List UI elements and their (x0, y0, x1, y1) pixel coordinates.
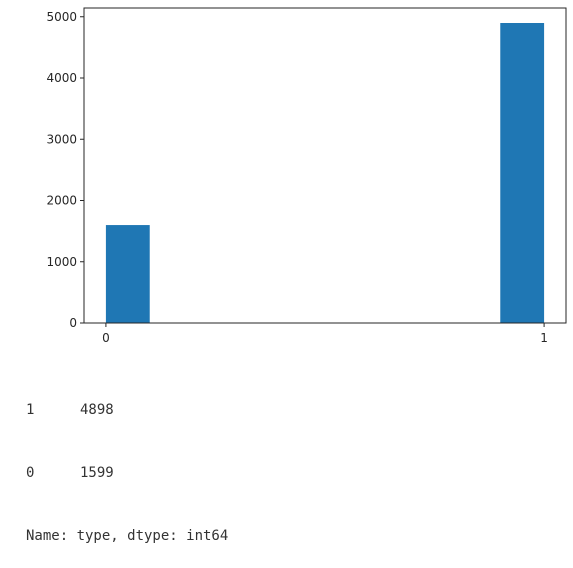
output-row-index: 1 (26, 402, 35, 418)
y-tick-label: 2000 (46, 194, 77, 208)
y-axis: 0 1000 2000 3000 4000 5000 (46, 10, 84, 330)
x-tick-label: 0 (102, 331, 110, 345)
bars-layer (105, 23, 545, 323)
output-row-value: 1599 (80, 465, 114, 481)
axes-frame (83, 7, 567, 324)
bar-1 (500, 23, 545, 323)
output-footer: Name: type, dtype: int64 (26, 528, 229, 544)
x-tick-label: 1 (540, 331, 548, 345)
value-counts-output: 1 4898 0 1599 Name: type, dtype: int64 (26, 358, 228, 568)
output-row: 0 1599 (26, 463, 228, 484)
bar-0 (105, 225, 150, 323)
output-row: 1 4898 (26, 400, 228, 421)
y-tick-label: 0 (69, 316, 77, 330)
y-tick-label: 5000 (46, 10, 77, 24)
y-tick-label: 4000 (46, 71, 77, 85)
y-tick-label: 1000 (46, 255, 77, 269)
y-tick-label: 3000 (46, 132, 77, 146)
output-row-index: 0 (26, 465, 35, 481)
output-row-value: 4898 (80, 402, 114, 418)
